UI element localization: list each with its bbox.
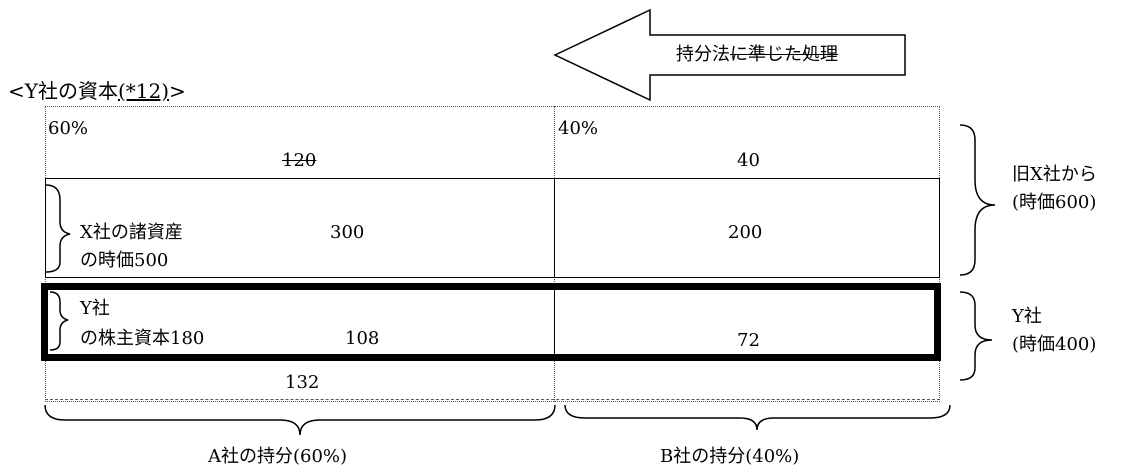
bottom-left-value: 132 <box>285 372 320 393</box>
y-equity-left-value: 108 <box>345 328 380 349</box>
y-equity-divider <box>554 288 555 356</box>
x-assets-label-2: の時価500 <box>80 250 169 271</box>
capital-title-note: (*12) <box>117 79 170 103</box>
x-assets-label-1: X社の諸資産 <box>80 222 183 243</box>
capital-title-text: <Y社の資本 <box>8 79 118 103</box>
y-equity-label-2: の株主資本180 <box>80 328 205 349</box>
x-assets-divider <box>554 178 555 278</box>
former-x-brace <box>959 124 996 276</box>
a-percentage: 60% <box>48 118 89 139</box>
b-percentage: 40% <box>558 118 599 139</box>
y-equity-brace <box>49 291 69 351</box>
x-assets-row <box>45 178 940 278</box>
arrow-label-plain: 持分法 <box>676 44 730 65</box>
y-company-brace <box>959 291 993 381</box>
y-equity-right-value: 72 <box>737 330 760 351</box>
former-x-label-2: (時価600) <box>1012 192 1097 213</box>
arrow-label-struck: に準じた処理 <box>730 44 838 65</box>
y-company-label-2: (時価400) <box>1012 334 1097 355</box>
b-share-label: B社の持分(40%) <box>660 446 800 467</box>
capital-title: <Y社の資本(*12)> <box>8 80 186 102</box>
y-company-label-1: Y社 <box>1012 306 1042 327</box>
x-assets-right-value: 200 <box>728 222 763 243</box>
bottom-dashed-line <box>45 399 940 400</box>
former-x-label-1: 旧X社から <box>1012 164 1097 185</box>
x-assets-left-value: 300 <box>330 222 365 243</box>
a-share-brace <box>44 404 556 436</box>
arrow-label: 持分法に準じた処理 <box>676 44 838 66</box>
a-share-label: A社の持分(60%) <box>208 446 348 467</box>
b-share-brace <box>564 404 951 431</box>
left-arrow-icon <box>553 8 906 102</box>
capital-title-suffix: > <box>169 79 186 103</box>
y-equity-label-1: Y社 <box>80 298 110 319</box>
x-assets-brace <box>45 184 71 273</box>
y-equity-row <box>41 283 941 361</box>
top-right-value: 40 <box>737 150 760 171</box>
top-left-value: 120 <box>282 150 317 171</box>
